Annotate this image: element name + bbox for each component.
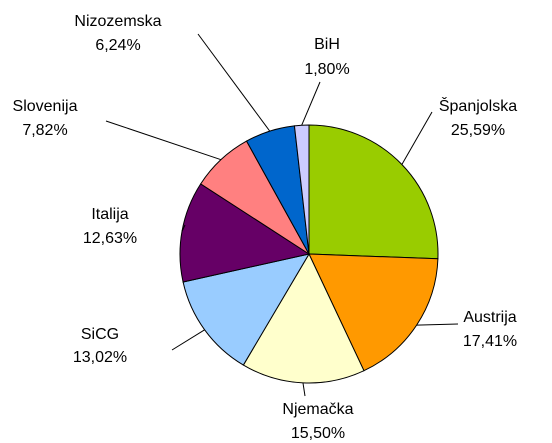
leader-line bbox=[416, 323, 459, 326]
leader-line bbox=[301, 81, 321, 126]
slice-value: 6,24% bbox=[95, 37, 140, 54]
slice-label: SiCG bbox=[81, 326, 119, 343]
slice-value: 1,80% bbox=[304, 61, 349, 78]
slice-label: BiH bbox=[314, 36, 340, 53]
pie-slice bbox=[308, 253, 439, 372]
slice-label: Slovenija bbox=[13, 98, 78, 115]
slice-value: 12,63% bbox=[83, 230, 137, 247]
slice-label: Njemačka bbox=[282, 401, 353, 418]
slice-value: 25,59% bbox=[451, 122, 505, 139]
slice-value: 15,50% bbox=[291, 425, 345, 442]
leader-line bbox=[401, 111, 433, 165]
slice-label: Španjolska bbox=[439, 96, 517, 115]
slice-value: 13,02% bbox=[73, 349, 127, 366]
pie-slice bbox=[308, 124, 439, 260]
leader-line bbox=[302, 382, 306, 397]
slice-label: Austrija bbox=[463, 309, 516, 326]
pie-slice bbox=[293, 124, 310, 255]
slice-value: 7,82% bbox=[22, 122, 67, 139]
slice-value: 17,41% bbox=[463, 333, 517, 350]
slice-label: Nizozemska bbox=[74, 13, 161, 30]
leader-line bbox=[197, 33, 271, 132]
leader-line bbox=[171, 329, 205, 351]
leader-line bbox=[105, 120, 222, 161]
leader-line bbox=[181, 224, 186, 232]
slice-label: Italija bbox=[91, 206, 128, 223]
